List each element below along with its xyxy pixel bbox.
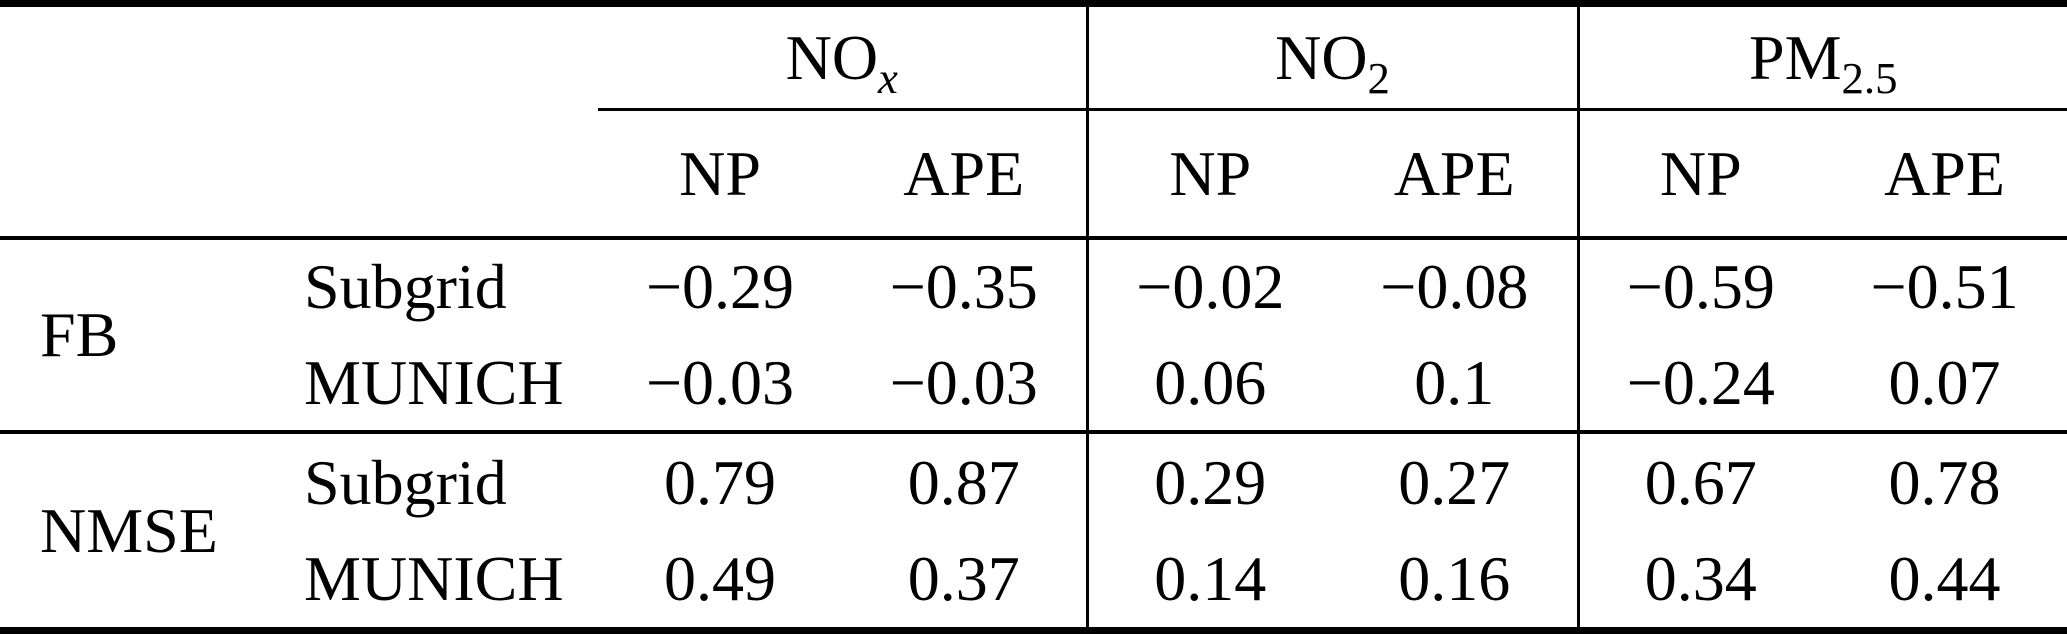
table-row-fb-subgrid: FB Subgrid −0.29 −0.35 −0.02 −0.08 −0.59…: [0, 237, 2067, 434]
cell-fb-munich-nox-ape: −0.03: [842, 334, 1088, 434]
cell-nmse-subgrid-no2-ape: 0.27: [1398, 446, 1511, 518]
row-group-label-nmse: NMSE: [40, 494, 218, 566]
cell-fb-munich-no2-ape: 0.1: [1332, 334, 1579, 434]
header-group-pm25: PM2.5: [1576, 3, 2067, 111]
table-row-fb-munich: MUNICH −0.03 −0.03 0.06 0.1 −0.24 0.07: [0, 334, 2067, 434]
cell-fb-subgrid-nox-np: −0.29: [645, 251, 795, 323]
header-group-nox-base: NO: [785, 21, 879, 93]
table-row-nmse-subgrid: NMSE Subgrid 0.79 0.87 0.29 0.27 0.67 0.…: [0, 431, 2067, 564]
subheader-nox-np: NP: [598, 109, 842, 240]
header-group-nox-subscript: x: [878, 52, 898, 103]
row-group-label-fb: FB: [0, 237, 300, 434]
subheader-row: NP APE NP APE NP APE: [0, 109, 2067, 240]
cell-nmse-munich-nox-ape: 0.37: [907, 543, 1020, 615]
row-label-fb-subgrid: Subgrid: [304, 251, 507, 323]
cell-nmse-subgrid-pm25-np: 0.67: [1576, 431, 1823, 531]
row-label-fb-munich: MUNICH: [300, 334, 598, 434]
subheader-nox-ape: APE: [842, 109, 1088, 240]
cell-nmse-subgrid-nox-np: 0.79: [664, 446, 776, 518]
cell-fb-munich-pm25-np: −0.24: [1576, 334, 1823, 434]
row-label-nmse-subgrid: Subgrid: [304, 446, 507, 518]
cell-nmse-subgrid-nox-ape: 0.87: [907, 446, 1020, 518]
header-group-pm25-base: PM: [1749, 21, 1842, 93]
cell-nmse-subgrid-pm25-ape: 0.78: [1888, 446, 2001, 518]
cell-fb-subgrid-no2-np: −0.02: [1085, 237, 1333, 335]
table-row-nmse-munich: MUNICH 0.49 0.37 0.14 0.16 0.34 0.44: [0, 530, 2067, 631]
header-group-no2: NO2: [1085, 3, 1579, 111]
cell-fb-subgrid-no2-ape: −0.08: [1380, 251, 1529, 323]
cell-fb-munich-pm25-ape: 0.07: [1822, 334, 2067, 434]
subheader-pm25-ape: APE: [1822, 109, 2067, 240]
cell-fb-munich-no2-np: 0.06: [1085, 334, 1333, 434]
cell-fb-subgrid-pm25-np: −0.59: [1576, 237, 1823, 335]
cell-nmse-munich-pm25-np: 0.34: [1576, 530, 1823, 631]
cell-fb-munich-nox-np: −0.03: [598, 334, 842, 434]
cell-nmse-munich-no2-ape: 0.16: [1398, 543, 1511, 615]
cell-fb-subgrid-pm25-ape: −0.51: [1870, 251, 2019, 323]
cell-nmse-munich-pm25-ape: 0.44: [1888, 543, 2001, 615]
cell-nmse-munich-no2-np: 0.14: [1085, 530, 1333, 631]
header-spacer: [0, 4, 598, 110]
subheader-no2-ape: APE: [1332, 109, 1579, 240]
header-group-pm25-subscript: 2.5: [1841, 52, 1898, 103]
subheader-spacer: [0, 109, 598, 240]
group-header-row: NOx NO2 PM2.5: [0, 3, 2067, 111]
subheader-no2-np: NP: [1085, 109, 1333, 240]
row-label-nmse-munich: MUNICH: [304, 543, 564, 615]
cell-nmse-munich-nox-np: 0.49: [664, 543, 776, 615]
header-group-no2-base: NO: [1275, 21, 1368, 93]
header-group-no2-subscript: 2: [1367, 52, 1390, 103]
header-group-nox: NOx: [598, 3, 1088, 111]
cell-fb-subgrid-nox-ape: −0.35: [889, 251, 1038, 323]
subheader-pm25-np: NP: [1576, 109, 1823, 240]
cell-nmse-subgrid-no2-np: 0.29: [1085, 431, 1333, 531]
